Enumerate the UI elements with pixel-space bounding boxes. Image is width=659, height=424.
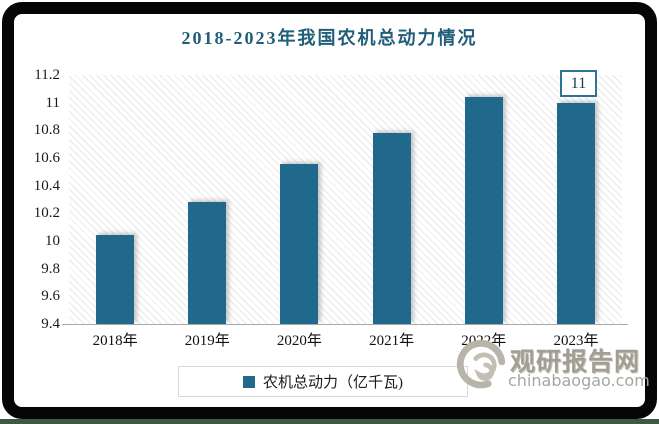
bar-2018年 (96, 235, 135, 324)
bar-column-2022年 (438, 75, 530, 324)
plot-area (69, 75, 622, 324)
watermark: 观研报告网 chinabaogao.com (452, 332, 652, 394)
bar-column-2019年 (161, 75, 253, 324)
y-tick-10.4: 10.4 (33, 177, 60, 194)
watermark-swirl-icon (456, 340, 506, 389)
legend-label: 农机总动力（亿千瓦) (263, 375, 403, 391)
data-label-2023: 11 (560, 70, 597, 97)
data-label-value: 11 (570, 74, 587, 92)
y-tick-11: 11 (45, 94, 60, 111)
bar-column-2020年 (253, 75, 345, 324)
watermark-text-en: chinabaogao.com (508, 371, 650, 390)
y-axis: 11.2 11 10.8 10.6 10.4 10.2 10 9.8 9.6 9.4 (8, 0, 60, 340)
bar-2019年 (188, 202, 227, 324)
bar-2023年 (556, 102, 595, 324)
x-label-2021年: 2021年 (369, 333, 415, 349)
bar-2022年 (464, 97, 503, 324)
y-tick-10.8: 10.8 (33, 122, 60, 139)
bar-column-2021年 (346, 75, 438, 324)
bar-column-2018年 (69, 75, 161, 324)
y-tick-9.8: 9.8 (41, 260, 60, 277)
bar-2021年 (372, 133, 411, 324)
watermark-text-cn: 观研报告网 (510, 347, 641, 376)
x-axis-line (62, 324, 628, 325)
y-tick-10.2: 10.2 (33, 205, 60, 222)
bottom-green-strip (0, 419, 659, 424)
x-label-2019年: 2019年 (184, 333, 230, 349)
y-tick-9.6: 9.6 (41, 288, 60, 305)
bar-column-2023年 (530, 75, 622, 324)
x-label-2018年: 2018年 (92, 333, 138, 349)
x-label-2023年: 2023年 (553, 333, 599, 349)
chart-title: 2018-2023年我国农机总动力情况 (181, 28, 478, 48)
y-tick-11.2: 11.2 (34, 67, 60, 83)
y-tick-10: 10 (45, 233, 60, 249)
legend: 农机总动力（亿千瓦) (178, 366, 468, 397)
y-tick-9.4: 9.4 (41, 316, 60, 332)
y-tick-10.6: 10.6 (33, 150, 60, 166)
x-label-2020年: 2020年 (276, 333, 322, 349)
bar-2020年 (280, 163, 319, 324)
legend-marker-square (243, 375, 255, 388)
